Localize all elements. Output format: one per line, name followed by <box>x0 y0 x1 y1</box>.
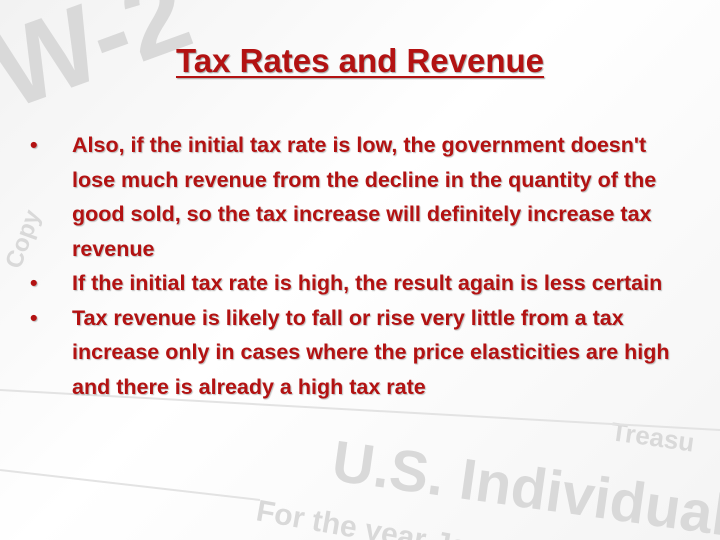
background-text: Treasu <box>609 416 696 457</box>
form-line <box>0 469 261 501</box>
bullet: Tax revenue is likely to fall or rise ve… <box>30 301 670 405</box>
slide-title: Tax Rates and Revenue <box>175 42 545 79</box>
bullet: If the initial tax rate is high, the res… <box>30 266 670 301</box>
bullet: Also, if the initial tax rate is low, th… <box>30 128 670 266</box>
bullet-list: Also, if the initial tax rate is low, th… <box>30 128 670 404</box>
